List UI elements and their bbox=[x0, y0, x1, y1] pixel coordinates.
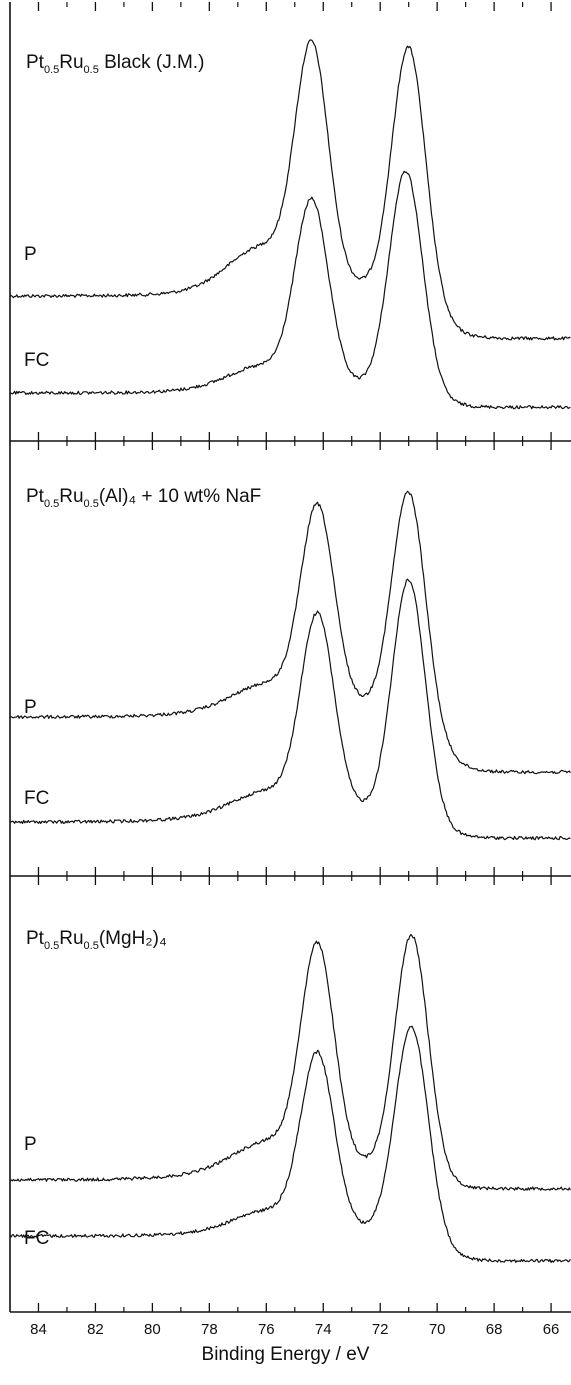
trace-panel-2-fc bbox=[9, 578, 571, 841]
x-tick-label-72: 72 bbox=[372, 1321, 389, 1338]
panel-2-title: Pt0.5Ru0.5(Al)₄ + 10 wt% NaF bbox=[26, 486, 262, 510]
chart-frame bbox=[9, 2, 571, 1313]
x-tick-label-70: 70 bbox=[429, 1321, 446, 1338]
x-tick-label-74: 74 bbox=[315, 1321, 332, 1338]
trace-panel-1-fc bbox=[9, 170, 571, 410]
panel-1-label-fc: FC bbox=[24, 350, 50, 371]
x-tick-label-84: 84 bbox=[30, 1321, 47, 1338]
x-tick-labels: 84 82 80 78 76 74 72 70 68 66 bbox=[30, 1321, 559, 1338]
x-tick-label-66: 66 bbox=[543, 1321, 560, 1338]
trace-panel-3-p bbox=[9, 933, 571, 1191]
panel-3-label-fc: FC bbox=[24, 1228, 50, 1249]
x-tick-label-76: 76 bbox=[258, 1321, 275, 1338]
panel-2-label-fc: FC bbox=[24, 788, 50, 809]
x-axis-title: Binding Energy / eV bbox=[201, 1344, 370, 1365]
panel-2-label-p: P bbox=[24, 697, 37, 718]
panel-3-label-p: P bbox=[24, 1134, 37, 1155]
trace-panel-1-p bbox=[9, 39, 571, 341]
x-tick-label-78: 78 bbox=[201, 1321, 218, 1338]
x-tick-label-80: 80 bbox=[144, 1321, 161, 1338]
panel-3-title: Pt0.5Ru0.5(MgH₂)₄ bbox=[26, 928, 167, 952]
panel-1-title: Pt0.5Ru0.5 Black (J.M.) bbox=[26, 52, 205, 76]
axis-ticks bbox=[37, 2, 552, 1312]
x-tick-label-82: 82 bbox=[87, 1321, 104, 1338]
trace-panel-3-fc bbox=[9, 1025, 571, 1264]
panel-1-label-p: P bbox=[24, 244, 37, 265]
spectrum-traces bbox=[9, 39, 571, 1264]
x-tick-label-68: 68 bbox=[486, 1321, 503, 1338]
trace-panel-2-p bbox=[9, 490, 571, 775]
